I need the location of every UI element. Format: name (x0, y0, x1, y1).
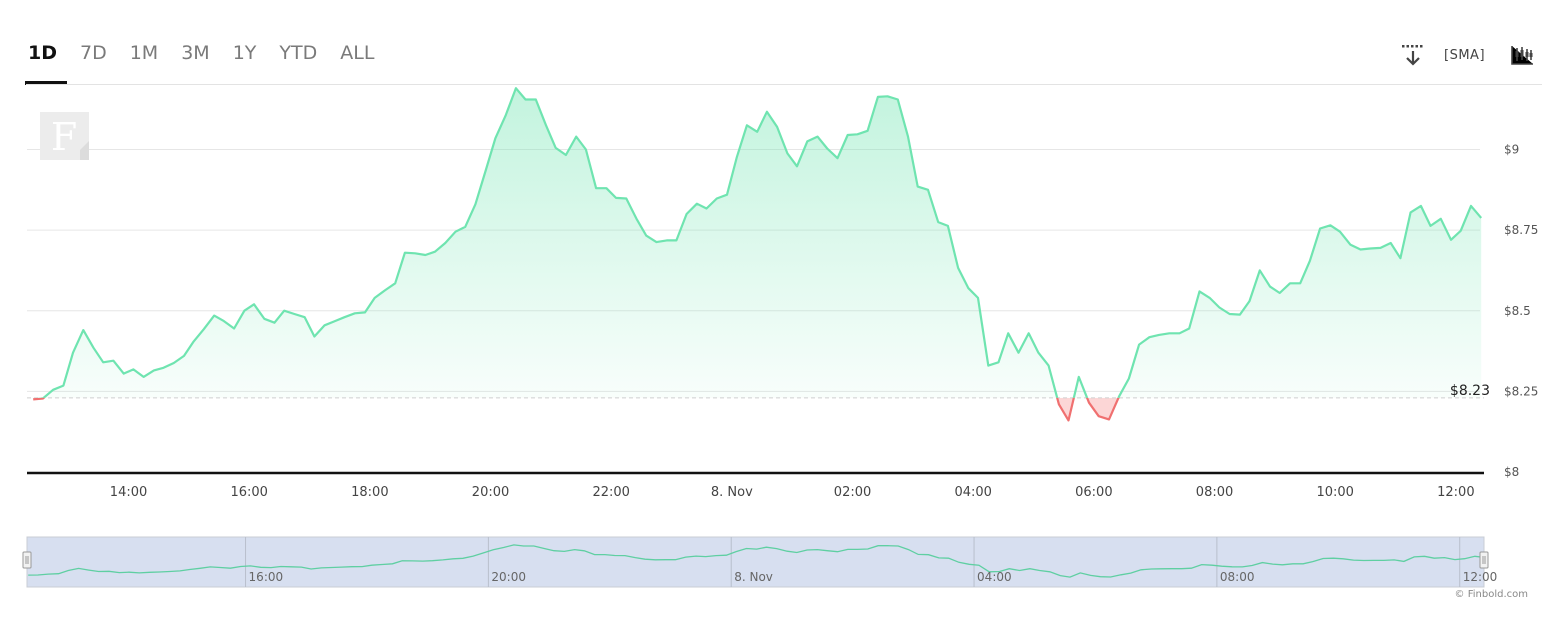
navigator-handle-right[interactable] (1479, 551, 1489, 569)
x-tick-label: 8. Nov (711, 485, 753, 500)
baseline-label: $8.23 (1450, 383, 1490, 399)
tab-1m[interactable]: 1M (129, 42, 159, 64)
y-tick-label: $8.25 (1504, 384, 1538, 398)
candlestick-chart-icon (1511, 46, 1533, 65)
price-line-path (38, 87, 1483, 398)
tabs-divider (26, 84, 1542, 85)
copyright: © Finbold.com (1454, 589, 1528, 600)
tab-ytd[interactable]: YTD (279, 42, 318, 64)
navigator-labels: 16:00 20:00 8. Nov 04:00 08:00 12:00 (249, 570, 1498, 584)
navigator[interactable]: 16:00 20:00 8. Nov 04:00 08:00 12:00 (22, 536, 1498, 588)
area-fill-path (33, 88, 1482, 398)
download-button[interactable] (1400, 42, 1426, 73)
x-tick-label: 08:00 (1196, 485, 1233, 500)
navigator-line (28, 544, 1486, 578)
navigator-tick-label: 20:00 (491, 570, 526, 584)
x-tick-label: 20:00 (472, 485, 509, 500)
sma-bracket-left: [ (1444, 48, 1450, 63)
tab-3m[interactable]: 3M (181, 42, 210, 64)
navigator-tick-label: 08:00 (1220, 570, 1255, 584)
y-tick-label: $8 (1504, 465, 1519, 479)
x-tick-label: 02:00 (834, 485, 871, 500)
navigator-tick-label: 8. Nov (734, 570, 773, 584)
tab-all[interactable]: ALL (340, 42, 375, 64)
x-tick-label: 10:00 (1316, 485, 1353, 500)
navigator-tick-label: 04:00 (977, 570, 1012, 584)
svg-text:F: F (51, 115, 77, 159)
tab-7d[interactable]: 7D (80, 42, 107, 64)
tab-1y[interactable]: 1Y (232, 42, 257, 64)
finbold-watermark: F (40, 112, 89, 160)
navigator-line-path (28, 544, 1486, 578)
x-tick-label: 06:00 (1075, 485, 1112, 500)
x-tick-label: 22:00 (592, 485, 629, 500)
sma-button[interactable]: [SMA] (1444, 48, 1485, 63)
indicators-button[interactable] (1509, 42, 1535, 73)
range-tabs: 1D 7D 1M 3M 1Y YTD ALL (25, 40, 395, 85)
navigator-gridlines (245, 537, 1461, 587)
price-line (38, 87, 1483, 398)
sma-label: SMA (1449, 48, 1480, 63)
x-tick-label: 14:00 (110, 485, 147, 500)
x-tick-label: 04:00 (954, 485, 991, 500)
navigator-tick-label: 12:00 (1463, 570, 1498, 584)
x-tick-label: 18:00 (351, 485, 388, 500)
y-tick-label: $9 (1504, 143, 1519, 157)
navigator-tick-label: 16:00 (249, 570, 284, 584)
tab-1d[interactable]: 1D (25, 40, 67, 85)
navigator-handle-left[interactable] (22, 551, 32, 569)
x-axis-labels: 14:00 16:00 18:00 20:00 22:00 8. Nov 02:00 04:0… (110, 485, 1475, 500)
x-tick-label: 16:00 (230, 485, 267, 500)
x-tick-label: 12:00 (1437, 485, 1474, 500)
sma-bracket-right: ] (1479, 48, 1486, 63)
y-tick-label: $8.75 (1504, 223, 1538, 237)
y-axis-labels: $8 $8.25 $8.5 $8.75 $9 (1504, 143, 1538, 480)
download-icon (1402, 45, 1423, 66)
y-tick-label: $8.5 (1504, 304, 1531, 318)
area-fill (33, 88, 1482, 398)
